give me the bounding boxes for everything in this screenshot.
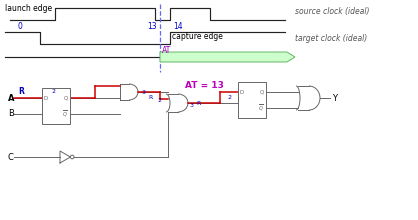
Text: 13: 13 [148, 22, 157, 31]
Text: A: A [8, 94, 15, 103]
Bar [238, 82, 266, 118]
Bar [42, 88, 70, 124]
Text: $\overline{Q}$: $\overline{Q}$ [258, 103, 264, 113]
Text: Q: Q [260, 90, 264, 95]
Text: R: R [148, 95, 152, 99]
Text: $\overline{Q}$: $\overline{Q}$ [62, 109, 68, 119]
Text: 2: 2 [158, 98, 162, 103]
Text: Y: Y [332, 94, 337, 103]
Text: 3: 3 [190, 103, 194, 108]
Text: 3: 3 [142, 90, 146, 95]
Text: C: C [8, 152, 14, 161]
Text: R: R [18, 87, 24, 96]
Text: launch edge: launch edge [5, 4, 52, 13]
Text: source clock (ideal): source clock (ideal) [295, 7, 370, 15]
Text: AT: AT [162, 46, 171, 55]
Text: AT = 13: AT = 13 [185, 81, 224, 90]
Text: target clock (ideal): target clock (ideal) [295, 33, 367, 42]
Text: 0: 0 [18, 22, 23, 31]
Text: 2: 2 [52, 89, 56, 94]
Text: capture edge: capture edge [172, 32, 223, 41]
Text: B: B [8, 109, 14, 118]
Text: 2: 2 [228, 95, 232, 100]
FancyArrow shape [160, 52, 295, 62]
Text: 14: 14 [173, 22, 183, 31]
Text: D: D [44, 95, 48, 101]
Text: R: R [196, 101, 200, 106]
Text: D: D [240, 90, 244, 95]
Text: Q: Q [64, 95, 68, 101]
